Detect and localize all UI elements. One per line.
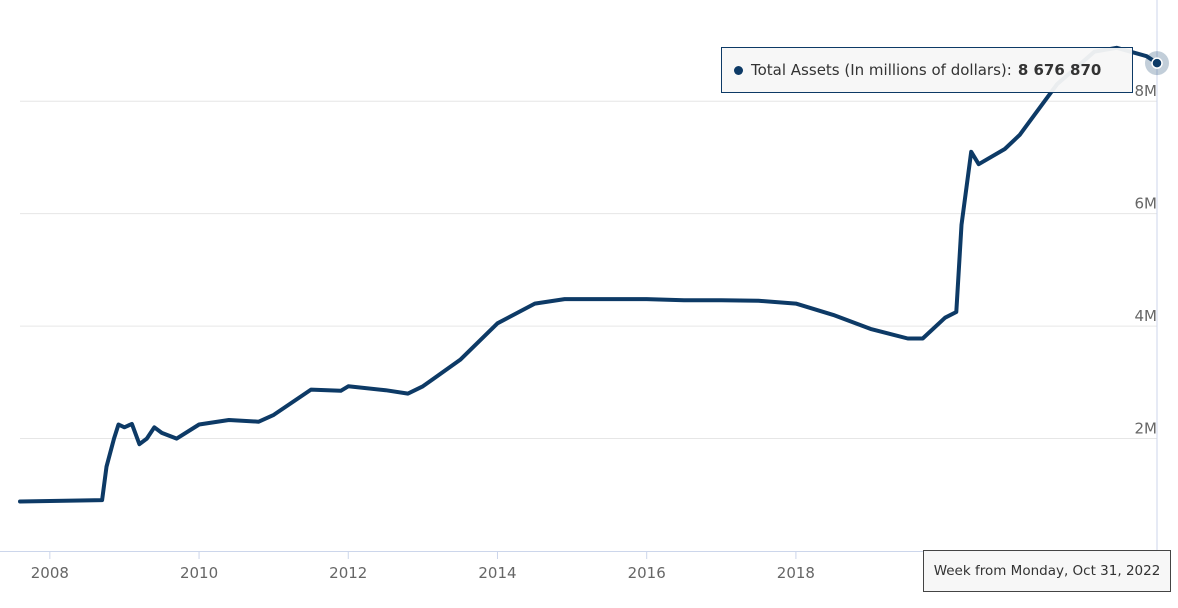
hover-marker bbox=[1145, 51, 1169, 76]
tooltip-series-label: Total Assets (In millions of dollars): bbox=[751, 61, 1012, 79]
y-tick-label: 2M bbox=[1135, 420, 1158, 438]
hover-point bbox=[1151, 57, 1163, 69]
gridlines bbox=[20, 100, 1157, 440]
crosshair-date-label: Week from Monday, Oct 31, 2022 bbox=[923, 550, 1171, 592]
x-tick-label: 2008 bbox=[31, 564, 69, 582]
series-line-total-assets bbox=[18, 45, 1159, 504]
data-tooltip: Total Assets (In millions of dollars): 8… bbox=[721, 47, 1133, 93]
x-tick-label: 2016 bbox=[628, 564, 666, 582]
x-axis: 2008 2010 2012 2014 2016 2018 bbox=[0, 551, 1157, 582]
x-tick-label: 2014 bbox=[478, 564, 516, 582]
y-axis: 2M 4M 6M 8M bbox=[1135, 0, 1158, 551]
y-tick-label: 4M bbox=[1135, 307, 1158, 325]
x-tick-label: 2012 bbox=[329, 564, 367, 582]
tooltip-value: 8 676 870 bbox=[1017, 61, 1102, 79]
x-tick-label: 2018 bbox=[777, 564, 815, 582]
series-color-dot bbox=[734, 65, 743, 75]
x-tick-label: 2010 bbox=[180, 564, 218, 582]
series-group bbox=[18, 45, 1159, 504]
y-tick-label: 6M bbox=[1135, 195, 1158, 213]
y-tick-label: 8M bbox=[1135, 82, 1158, 100]
